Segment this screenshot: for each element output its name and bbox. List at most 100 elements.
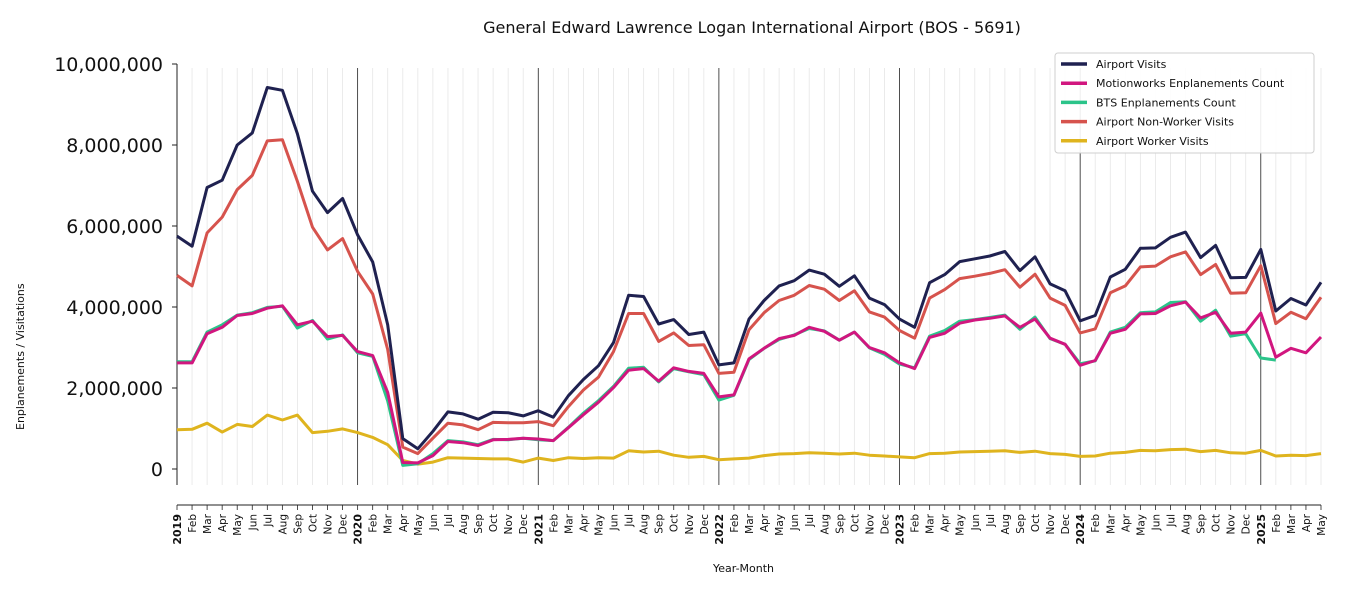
x-month-label: Aug [639,514,651,535]
x-month-label: Feb [187,514,199,533]
legend-label: Motionworks Enplanements Count [1096,77,1285,90]
series-line [177,300,1323,465]
x-month-label: Sep [834,514,846,534]
x-month-label: Jun [970,514,982,531]
x-month-label: Aug [1181,514,1193,535]
x-month-label: Jul [262,514,274,528]
x-month-label: Jun [247,514,259,531]
x-month-label: Mar [563,513,575,533]
x-month-label: Sep [1015,514,1027,534]
y-tick-label: 6,000,000 [66,216,163,238]
x-month-label: Feb [1090,514,1102,533]
x-month-label: Apr [217,513,229,532]
x-month-label: Mar [1286,513,1298,533]
x-month-label: Aug [277,514,289,535]
x-month-label: May [1135,514,1147,536]
x-month-label: Feb [368,514,380,533]
x-month-label: Mar [202,513,214,533]
x-month-label: Apr [578,513,590,532]
legend-label: BTS Enplanements Count [1096,96,1237,109]
x-month-label: Oct [1211,514,1223,532]
x-month-label: Mar [383,513,395,533]
x-month-label: May [232,514,244,536]
y-tick-label: 10,000,000 [54,54,163,76]
x-month-label: Mar [1105,513,1117,533]
x-month-label: Dec [879,514,891,535]
x-year-label: 2024 [1074,514,1087,545]
x-month-label: Nov [684,514,696,535]
x-month-label: Dec [1060,514,1072,535]
x-month-label: Feb [548,514,560,533]
x-month-label: Jul [1165,514,1177,528]
x-month-label: Mar [925,513,937,533]
x-year-label: 2025 [1255,514,1268,545]
x-month-label: Nov [323,514,335,535]
x-month-label: May [774,514,786,536]
x-month-label: Jun [1150,514,1162,531]
series-line [176,138,1323,456]
y-tick-label: 2,000,000 [66,378,163,400]
x-year-label: 2021 [532,514,545,545]
x-year-label: 2022 [713,514,726,545]
x-month-label: Dec [699,514,711,535]
legend: Airport Visits Motionworks Enplanements C… [1054,52,1315,154]
x-month-label: Nov [864,514,876,535]
x-axis-label: Year-Month [713,562,775,575]
x-month-label: May [593,514,605,536]
x-month-label: Dec [1241,514,1253,535]
x-month-label: Oct [488,514,500,532]
x-month-label: Jul [985,514,997,528]
y-tick-label: 8,000,000 [66,135,163,157]
x-month-label: Oct [307,514,319,532]
x-month-label: Nov [1226,514,1238,535]
x-month-label: May [1316,514,1328,536]
x-month-label: Apr [759,513,771,532]
x-month-label: Dec [518,514,530,535]
x-month-label: Feb [910,514,922,533]
x-month-label: Aug [1000,514,1012,535]
x-month-label: Sep [654,514,666,534]
x-month-label: Apr [1301,513,1313,532]
legend-box [1054,52,1315,154]
x-month-label: Oct [669,514,681,532]
x-month-label: Oct [1030,514,1042,532]
x-month-label: Jun [789,514,801,531]
x-month-label: Nov [1045,514,1057,535]
x-month-label: Apr [1120,513,1132,532]
x-month-label: Jul [624,514,636,528]
x-month-label: Aug [819,514,831,535]
x-month-label: Dec [338,514,350,535]
x-month-label: Apr [940,513,952,532]
x-month-label: May [955,514,967,536]
y-tick-label: 0 [151,459,163,481]
x-year-label: 2020 [352,514,365,545]
y-tick-label: 4,000,000 [66,297,163,319]
x-month-label: Aug [458,514,470,535]
x-year-label: 2019 [171,514,184,545]
x-month-label: Nov [503,514,515,535]
legend-label: Airport Non-Worker Visits [1096,116,1234,129]
x-month-label: Sep [473,514,485,534]
legend-label: Airport Visits [1096,58,1167,71]
x-month-label: Feb [729,514,741,533]
legend-label: Airport Worker Visits [1096,135,1209,148]
x-month-label: Jul [443,514,455,528]
x-month-label: Sep [292,514,304,534]
x-month-label: Oct [849,514,861,532]
x-month-label: Sep [1196,514,1208,534]
series-line [176,413,1322,466]
x-month-label: Mar [744,513,756,533]
x-month-label: Jun [428,514,440,531]
x-month-label: Apr [398,513,410,532]
axes: 0 2,000,000 4,000,000 6,000,000 8,000,000 10,… [54,54,1328,545]
series-line [177,300,1277,467]
x-month-label: Jul [804,514,816,528]
series-lines [176,86,1323,467]
series-line [176,86,1323,451]
x-month-label: May [413,514,425,536]
chart-title: General Edward Lawrence Logan Internatio… [483,18,1021,37]
x-month-label: Feb [1271,514,1283,533]
x-month-label: Jun [609,514,621,531]
x-year-label: 2023 [894,514,907,545]
